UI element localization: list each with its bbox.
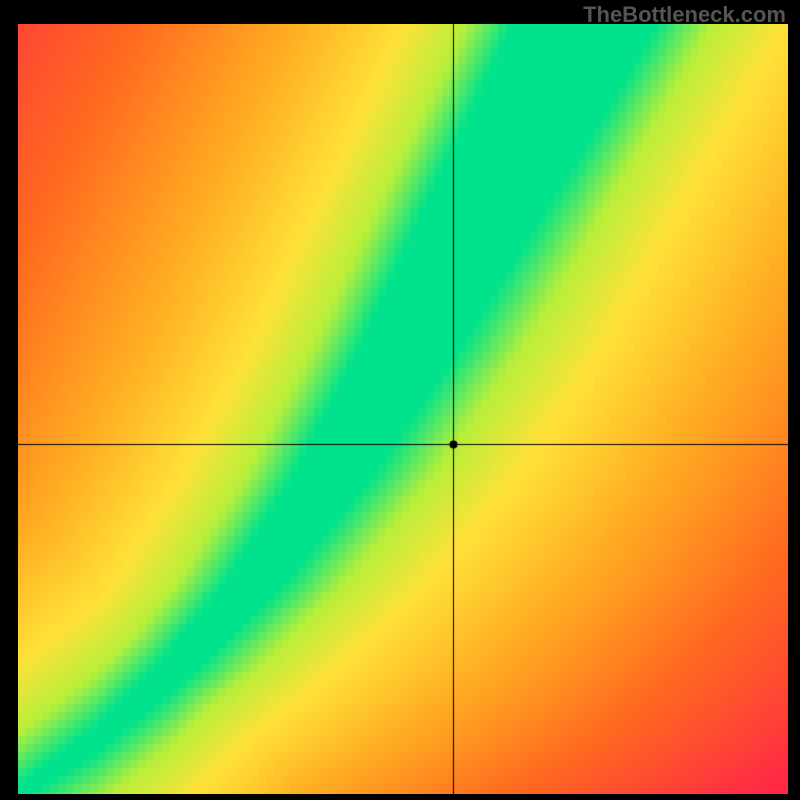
bottleneck-heatmap xyxy=(18,24,788,794)
chart-container: TheBottleneck.com xyxy=(0,0,800,800)
watermark-text: TheBottleneck.com xyxy=(583,2,786,28)
